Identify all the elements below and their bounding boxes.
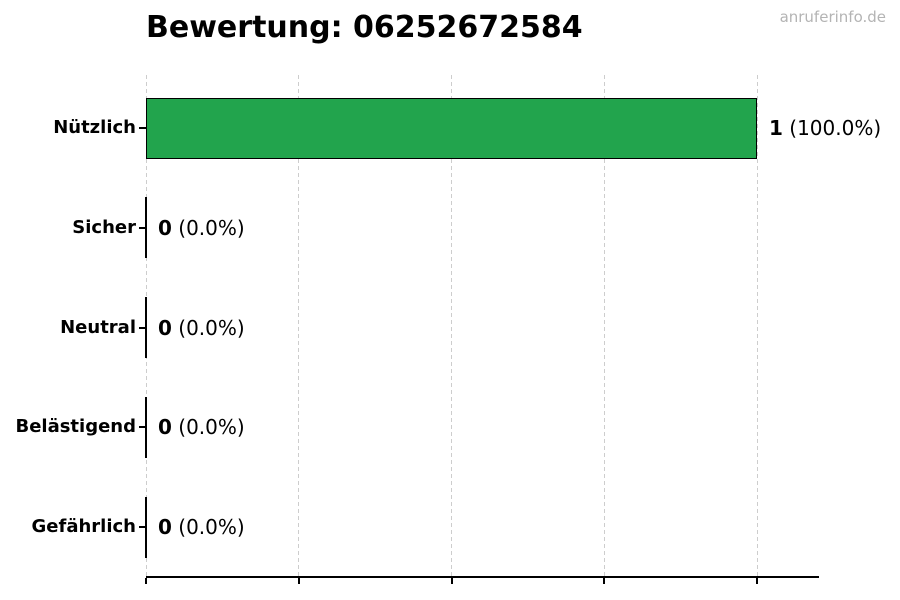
- value-label: 0 (0.0%): [158, 315, 245, 341]
- x-axis-tick: [603, 578, 606, 584]
- value-percent: (0.0%): [171, 215, 245, 240]
- y-axis-tick: [139, 426, 146, 429]
- value-label: 0 (0.0%): [158, 215, 245, 241]
- category-label-neutral: Neutral: [60, 316, 136, 338]
- zero-bar-neutral: [145, 297, 147, 358]
- x-axis-tick: [756, 578, 758, 584]
- plot-area: 1 (100.0%) 0 (0.0%) 0 (0.0%) 0 (0.0%) 0 (0.0…: [139, 75, 881, 584]
- zero-bar-sicher: [145, 197, 147, 259]
- x-axis-tick: [297, 578, 300, 584]
- chart-title: Bewertung: 06252672584: [146, 10, 583, 45]
- category-label-belästigend: Belästigend: [15, 416, 136, 438]
- x-gridline: [451, 75, 452, 576]
- bar-nützlich: [146, 97, 757, 159]
- category-label-sicher: Sicher: [72, 216, 136, 238]
- y-axis-tick: [139, 127, 146, 129]
- x-axis-tick: [145, 578, 147, 584]
- zero-bar-belästigend: [145, 396, 147, 458]
- value-percent: (100.0%): [782, 116, 882, 140]
- category-label-gefährlich: Gefährlich: [31, 516, 136, 537]
- x-gridline: [603, 75, 605, 576]
- x-gridline: [298, 75, 300, 576]
- y-axis-tick: [139, 526, 146, 528]
- value-label: 1 (100.0%): [769, 115, 881, 141]
- zero-bar-gefährlich: [145, 496, 147, 558]
- value-count: 0: [158, 515, 172, 539]
- value-label: 0 (0.0%): [158, 414, 245, 440]
- value-count: 0: [158, 415, 172, 440]
- value-count: 0: [158, 315, 172, 340]
- value-label: 0 (0.0%): [158, 514, 245, 540]
- x-gridline: [756, 75, 758, 576]
- value-percent: (0.0%): [171, 315, 245, 340]
- value-percent: (0.0%): [171, 515, 245, 539]
- category-label-nützlich: Nützlich: [53, 117, 136, 138]
- value-count: 1: [769, 116, 783, 140]
- value-percent: (0.0%): [171, 415, 245, 440]
- watermark: anruferinfo.de: [779, 8, 886, 26]
- x-axis-tick: [450, 578, 453, 584]
- value-count: 0: [158, 215, 172, 240]
- y-axis-tick: [139, 326, 146, 329]
- y-axis-tick: [139, 226, 146, 229]
